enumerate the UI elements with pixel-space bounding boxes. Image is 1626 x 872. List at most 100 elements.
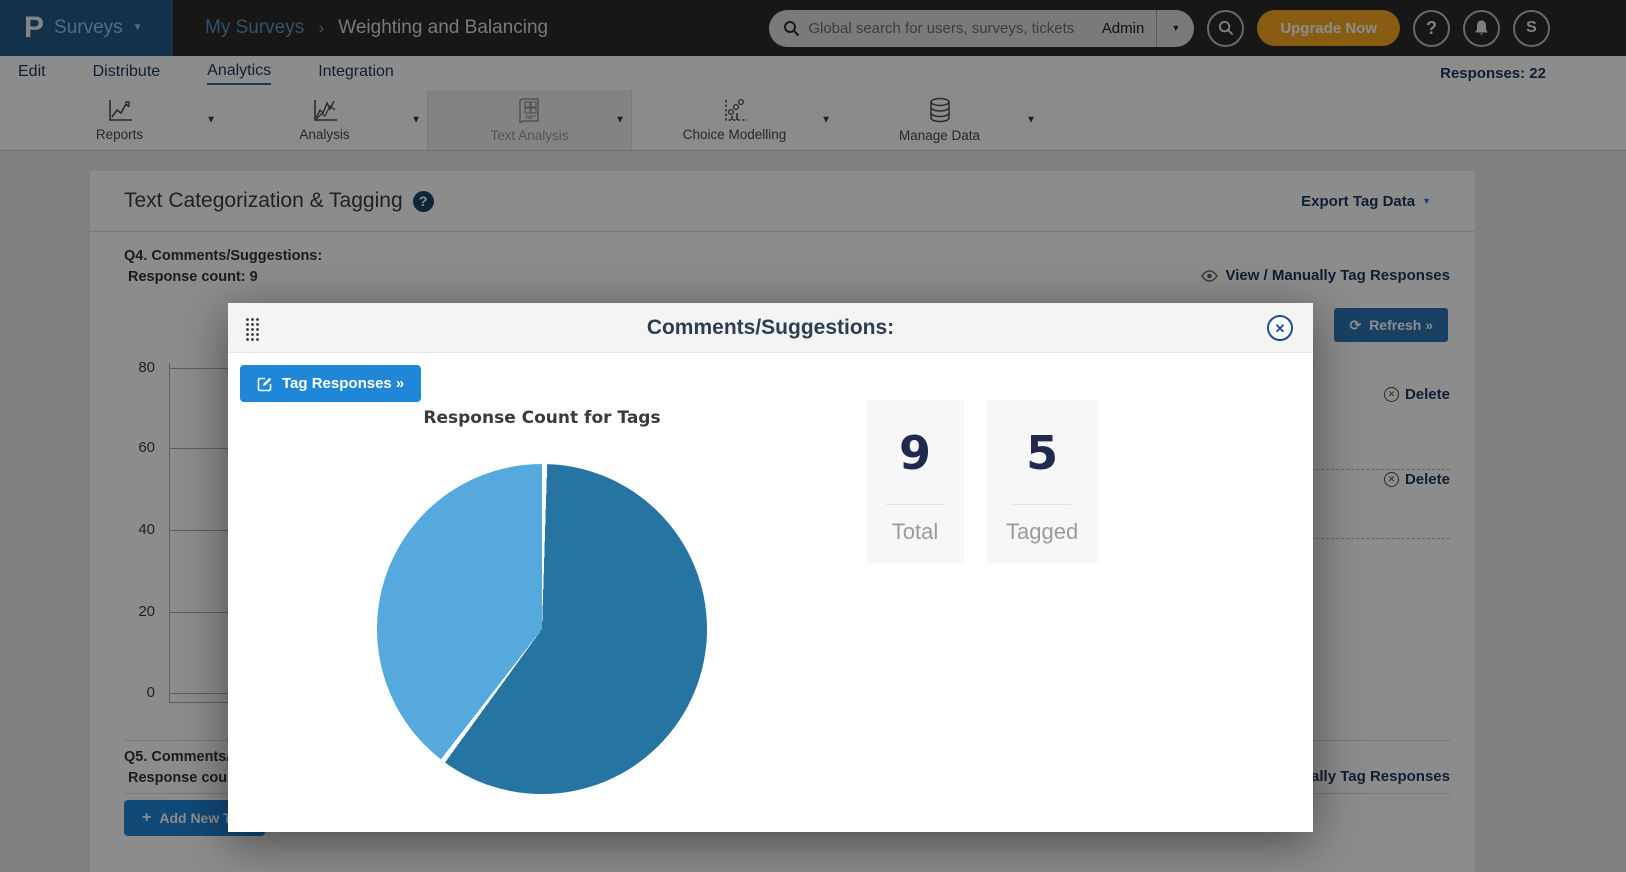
product-switcher[interactable]: P Surveys ▼ [0, 0, 173, 56]
toolbar-item-label: Manage Data [898, 128, 981, 143]
upgrade-now-button[interactable]: Upgrade Now [1257, 10, 1400, 46]
y-axis-gridline [170, 448, 229, 449]
topbar: P Surveys ▼ My Surveys › Weighting and B… [0, 0, 1626, 56]
chevron-down-icon: ▼ [132, 22, 143, 33]
delete-tag-link[interactable]: ✕ Delete [1383, 386, 1450, 403]
stat-total: 9 Total [866, 400, 964, 563]
stat-tagged: 5 Tagged [986, 400, 1099, 563]
plus-icon: + [142, 809, 152, 826]
toolbar-item-label: Text Analysis [490, 128, 569, 143]
toolbar-item-analysis[interactable]: Analysis ▼ [222, 90, 427, 150]
document-grid-icon [519, 98, 540, 124]
line-chart-icon [108, 100, 132, 121]
chevron-down-icon[interactable]: ▼ [821, 114, 831, 126]
delete-tag-link[interactable]: ✕ Delete [1383, 471, 1450, 488]
tag-responses-button[interactable]: Tag Responses » [240, 365, 422, 402]
avatar-initial: S [1526, 19, 1537, 36]
circle-x-icon: ✕ [1383, 387, 1399, 402]
breadcrumb-current: Weighting and Balancing [338, 17, 549, 38]
toolbar-item-choice-modelling[interactable]: Choice Modelling ▼ [632, 90, 837, 150]
stat-divider [886, 504, 944, 505]
q5-response-count: Response count: 5 [128, 770, 258, 786]
bell-icon [1475, 20, 1488, 35]
page-title: Text Categorization & Tagging [124, 189, 403, 212]
toolbar-item-manage-data[interactable]: Manage Data ▼ [837, 90, 1042, 150]
chevron-down-icon: ▼ [1171, 22, 1181, 33]
search-icon [1218, 20, 1234, 36]
chevron-down-icon[interactable]: ▼ [615, 114, 625, 126]
chevron-down-icon[interactable]: ▼ [206, 114, 216, 126]
refresh-label: Refresh » [1369, 317, 1433, 333]
y-axis-gridline [170, 612, 229, 613]
refresh-button[interactable]: ⟳ Refresh » [1334, 308, 1448, 342]
product-label: Surveys [54, 17, 123, 38]
tab-integration[interactable]: Integration [318, 62, 394, 80]
help-icon[interactable]: ? [412, 190, 434, 212]
y-axis-gridline [170, 693, 229, 694]
q4-view-manually-tag-link[interactable]: View / Manually Tag Responses [1201, 267, 1450, 284]
question-mark-icon: ? [1426, 17, 1437, 38]
modal-header: Comments/Suggestions: ✕ [228, 303, 1313, 353]
toolbar-item-reports[interactable]: Reports ▼ [17, 90, 222, 150]
global-search: Admin ▼ [769, 9, 1195, 47]
search-button[interactable] [1207, 9, 1245, 47]
database-icon [929, 97, 950, 123]
analytics-toolbar: Reports ▼ Analysis ▼ Text Analysis ▼ Cho… [0, 90, 1626, 151]
comments-suggestions-modal: Comments/Suggestions: ✕ Tag Responses » … [228, 303, 1313, 832]
breadcrumb-my-surveys[interactable]: My Surveys [205, 17, 305, 38]
tab-distribute[interactable]: Distribute [92, 62, 161, 80]
search-scope-dropdown[interactable]: ▼ [1156, 9, 1194, 47]
scatter-chart-icon [724, 98, 747, 121]
chevron-down-icon[interactable]: ▼ [411, 114, 421, 126]
toolbar-item-text-analysis[interactable]: Text Analysis ▼ [427, 90, 632, 150]
search-input[interactable] [800, 19, 1090, 37]
stat-total-value: 9 [898, 426, 931, 480]
pie-chart [377, 464, 707, 794]
y-axis-line [169, 363, 170, 703]
y-axis-tick: 20 [138, 603, 155, 620]
modal-body: Tag Responses » Response Count for Tags … [228, 353, 1313, 831]
survey-nav-tabs: Edit Distribute Analytics Integration Re… [0, 56, 1626, 90]
tab-edit[interactable]: Edit [18, 62, 46, 80]
proprofs-logo-icon: P [24, 11, 45, 44]
delete-label: Delete [1404, 471, 1450, 488]
panel-header: Text Categorization & Tagging ? Export T… [90, 171, 1475, 232]
breadcrumb-separator-icon: › [318, 17, 325, 38]
delete-label: Delete [1404, 386, 1450, 403]
toolbar-item-label: Choice Modelling [682, 127, 787, 142]
pie-chart-title: Response Count for Tags [423, 408, 661, 428]
notifications-button[interactable] [1463, 9, 1500, 47]
y-axis-tick: 80 [138, 359, 155, 376]
add-new-tag-label: Add New Tag [159, 810, 247, 826]
avatar[interactable]: S [1513, 9, 1550, 47]
stat-total-label: Total [891, 519, 939, 544]
multi-line-chart-icon [313, 100, 337, 121]
export-tag-data-dropdown[interactable]: Export Tag Data ▼ [1301, 193, 1431, 210]
edit-pencil-icon [257, 377, 272, 391]
q4-response-count: Response count: 9 [128, 269, 258, 285]
q4-question-label: Q4. Comments/Suggestions: [124, 248, 323, 264]
refresh-icon: ⟳ [1349, 316, 1362, 333]
chevron-down-icon[interactable]: ▼ [1026, 114, 1036, 126]
stat-tagged-value: 5 [1026, 426, 1059, 480]
y-axis-tick: 40 [138, 521, 155, 538]
responses-count: Responses: 22 [1440, 64, 1546, 82]
breadcrumb: My Surveys › Weighting and Balancing [205, 17, 548, 39]
search-scope-label: Admin [1101, 19, 1145, 37]
tab-analytics[interactable]: Analytics [207, 62, 272, 85]
circle-x-icon: ✕ [1383, 472, 1399, 487]
y-axis-gridline [170, 368, 229, 369]
y-axis-tick: 0 [146, 684, 155, 701]
chevron-down-icon: ▼ [1422, 195, 1431, 206]
export-tag-data-label: Export Tag Data [1301, 192, 1416, 210]
drag-handle-icon[interactable] [244, 316, 259, 341]
toolbar-item-label: Reports [95, 127, 144, 142]
view-link-label: View / Manually Tag Responses [1225, 267, 1450, 284]
close-icon[interactable]: ✕ [1267, 315, 1293, 341]
tag-responses-label: Tag Responses » [282, 375, 405, 392]
help-button[interactable]: ? [1413, 9, 1450, 47]
y-axis-tick: 60 [138, 439, 155, 456]
stat-tagged-label: Tagged [1006, 519, 1079, 544]
stats: 9 Total 5 Tagged [866, 400, 1099, 563]
stat-divider [1013, 504, 1072, 505]
